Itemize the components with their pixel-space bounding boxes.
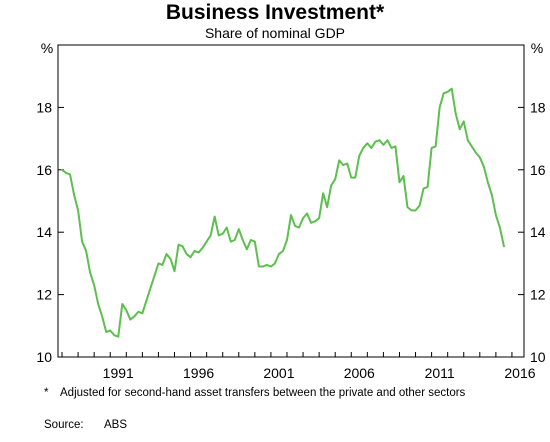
- source-line: Source: ABS: [44, 418, 127, 432]
- x-tick-label-2001: 2001: [263, 365, 294, 381]
- y-tick-label-left-18: 18: [36, 99, 52, 115]
- y-axis-ticks: 10 10 12 12 14 14 16 16 18 18: [36, 99, 545, 365]
- y-tick-label-left-12: 12: [36, 287, 52, 303]
- y-tick-label-right-14: 14: [530, 224, 546, 240]
- footnote-text: Adjusted for second-hand asset transfers…: [60, 387, 466, 399]
- y-tick-label-left-10: 10: [36, 349, 52, 365]
- y-tick-label-right-18: 18: [530, 99, 546, 115]
- x-axis-ticks: 1991 1996 2001 2006 2011 2016: [61, 352, 536, 381]
- plot-frame: [57, 44, 525, 358]
- y-axis-unit-left: %: [41, 40, 53, 56]
- source-value: ABS: [104, 419, 128, 431]
- y-tick-label-right-10: 10: [530, 349, 546, 365]
- x-tick-label-2011: 2011: [425, 365, 455, 381]
- y-tick-label-left-16: 16: [36, 162, 52, 178]
- x-tick-label-1991: 1991: [103, 365, 134, 381]
- footnote-marker: *: [44, 387, 49, 399]
- y-axis-unit-right: %: [531, 40, 543, 56]
- chart-subtitle: Share of nominal GDP: [204, 25, 346, 41]
- x-tick-label-2006: 2006: [344, 365, 375, 381]
- x-tick-label-1996: 1996: [183, 365, 214, 381]
- x-tick-label-2016: 2016: [504, 365, 535, 381]
- chart-title: Business Investment*: [165, 1, 385, 24]
- source-label: Source:: [44, 419, 84, 431]
- y-tick-label-left-14: 14: [36, 224, 52, 240]
- y-tick-label-right-12: 12: [530, 287, 546, 303]
- series-line-business-investment: [61, 87, 505, 338]
- y-tick-label-right-16: 16: [530, 162, 546, 178]
